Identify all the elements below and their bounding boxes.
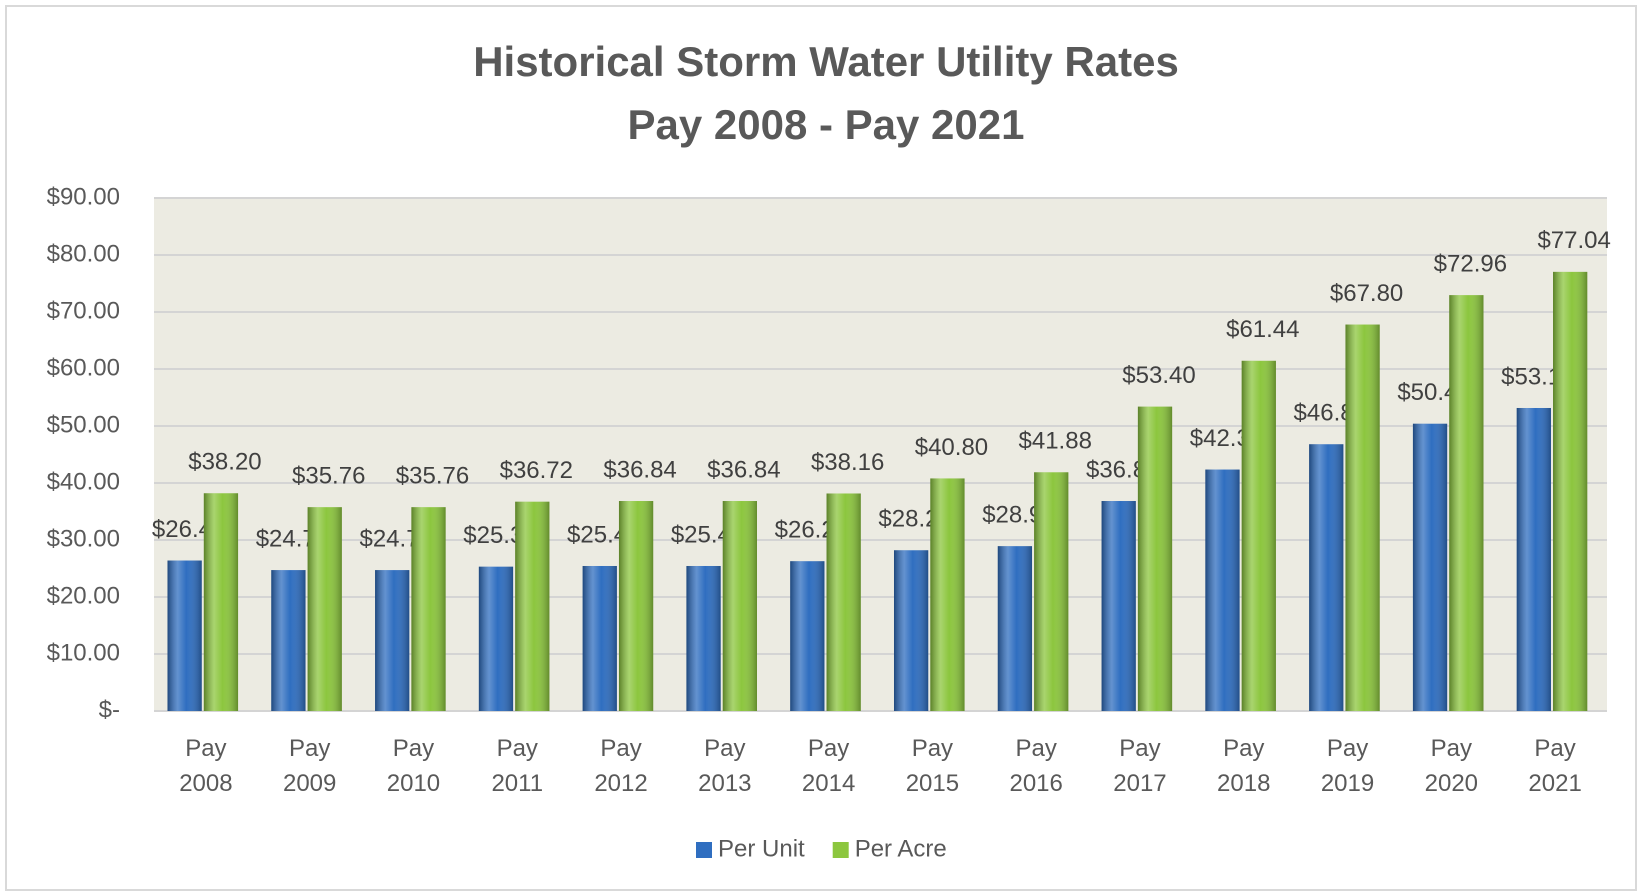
y-tick-label: $20.00 <box>47 582 120 609</box>
x-tick-label: Pay 2013 <box>698 735 751 797</box>
value-label: $67.80 <box>1330 280 1403 307</box>
x-tick-label: Pay 2020 <box>1425 735 1478 797</box>
bar-shade <box>1516 407 1551 711</box>
bar-shade <box>893 550 929 711</box>
bar-shade <box>1205 469 1240 711</box>
x-tick-label: Pay 2019 <box>1321 735 1374 797</box>
bar-shade <box>1241 360 1276 711</box>
value-label: $41.88 <box>1019 428 1092 455</box>
x-tick-label: Pay 2010 <box>387 735 440 797</box>
bar-shade <box>203 493 239 711</box>
value-label: $72.96 <box>1434 250 1507 277</box>
bar-shade <box>790 561 825 711</box>
value-label: $36.84 <box>707 456 780 483</box>
bar-shade <box>411 507 446 711</box>
legend-label: Per Unit <box>718 835 805 862</box>
bar-shade <box>1034 472 1069 711</box>
value-label: $77.04 <box>1537 227 1610 254</box>
x-tick-label: Pay 2016 <box>1009 735 1062 797</box>
legend-label: Per Acre <box>855 835 947 862</box>
bar-shade <box>686 565 721 711</box>
value-label: $36.72 <box>500 457 573 484</box>
value-label: $38.16 <box>811 449 884 476</box>
y-tick-label: $40.00 <box>47 468 120 495</box>
bar-shade <box>618 501 654 711</box>
bar-shade <box>1553 271 1588 711</box>
bar-shade <box>582 565 617 711</box>
bar-shade <box>515 501 550 711</box>
bar-shade <box>307 507 342 711</box>
bar-shade <box>375 570 410 711</box>
y-tick-label: $10.00 <box>47 639 120 666</box>
x-tick-label: Pay 2015 <box>906 735 959 797</box>
x-tick-label: Pay 2009 <box>283 735 336 797</box>
x-tick-label: Pay 2008 <box>179 735 232 797</box>
y-tick-label: $60.00 <box>47 354 120 381</box>
bar-shade <box>826 493 861 711</box>
y-tick-label: $70.00 <box>47 297 120 324</box>
y-tick-label: $30.00 <box>47 525 120 552</box>
bar-shade <box>1412 423 1448 711</box>
value-label: $38.20 <box>188 449 261 476</box>
bar-shade <box>478 566 514 711</box>
bar-shade <box>1309 444 1344 711</box>
legend-swatch <box>696 842 712 858</box>
value-label: $53.40 <box>1122 362 1195 389</box>
x-tick-label: Pay 2018 <box>1217 735 1270 797</box>
chart-subtitle: Pay 2008 - Pay 2021 <box>628 101 1025 148</box>
x-tick-label: Pay 2011 <box>491 735 543 797</box>
bar-shade <box>1101 501 1136 711</box>
bar-shade <box>271 570 306 711</box>
x-tick-label: Pay 2021 <box>1528 735 1581 797</box>
bar-shade <box>1137 406 1173 711</box>
y-tick-label: $50.00 <box>47 411 120 438</box>
value-label: $61.44 <box>1226 316 1299 343</box>
bar-shade <box>1449 295 1484 711</box>
bar-shade <box>997 546 1033 711</box>
bar-shade <box>1345 324 1380 711</box>
y-tick-label: $- <box>99 696 120 723</box>
x-tick-label: Pay 2012 <box>594 735 647 797</box>
value-label: $40.80 <box>915 434 988 461</box>
value-label: $35.76 <box>292 463 365 490</box>
x-tick-label: Pay 2014 <box>802 735 855 797</box>
value-label: $36.84 <box>603 456 676 483</box>
x-tick-label: Pay 2017 <box>1113 735 1166 797</box>
bar-shade <box>722 501 757 711</box>
legend-swatch <box>832 842 849 858</box>
y-tick-label: $90.00 <box>47 183 120 210</box>
y-tick-label: $80.00 <box>47 240 120 267</box>
bar-shade <box>930 478 965 711</box>
chart-title: Historical Storm Water Utility Rates <box>473 38 1179 85</box>
bar-shade <box>167 560 202 711</box>
value-label: $35.76 <box>396 463 469 490</box>
